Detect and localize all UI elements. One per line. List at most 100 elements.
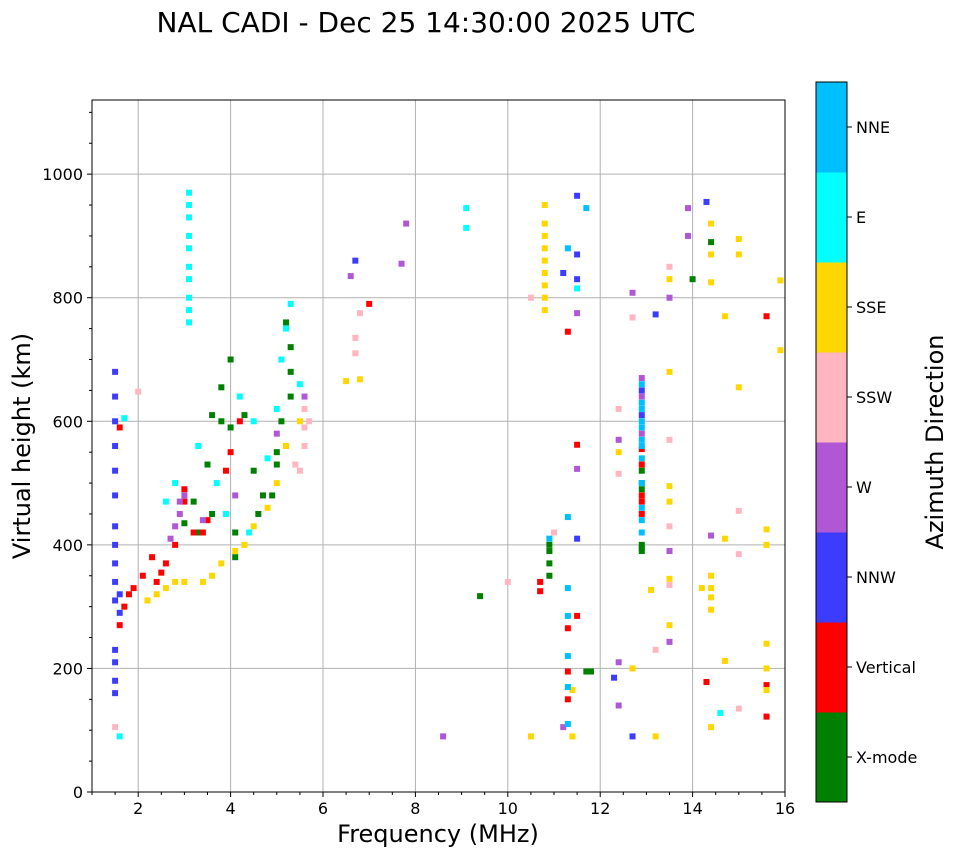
data-point-nne <box>638 480 645 487</box>
data-point-vertical <box>172 541 179 548</box>
data-point-x-mode <box>273 449 280 456</box>
data-point-sse <box>541 294 548 301</box>
data-point-e <box>186 294 193 301</box>
data-point-sse <box>343 378 350 385</box>
data-point-vertical <box>236 418 243 425</box>
data-point-vertical <box>564 696 571 703</box>
data-point-sse <box>721 658 728 665</box>
data-point-nne <box>564 683 571 690</box>
data-point-x-mode <box>283 319 290 326</box>
data-point-sse <box>666 498 673 505</box>
colorbar-segment <box>816 532 847 623</box>
data-point-vertical <box>763 313 770 320</box>
data-point-sse <box>763 526 770 533</box>
data-point-vertical <box>564 328 571 335</box>
data-point-e <box>186 245 193 252</box>
data-point-nne <box>564 653 571 660</box>
data-point-ssw <box>296 467 303 474</box>
data-point-nne <box>638 517 645 524</box>
data-point-nne <box>638 443 645 449</box>
data-point-sse <box>708 606 715 613</box>
data-point-e <box>463 205 470 212</box>
data-point-x-mode <box>546 548 553 555</box>
data-point-nne <box>638 381 645 388</box>
data-point-x-mode <box>232 554 239 561</box>
colorbar-label: Azimuth Direction <box>921 335 949 550</box>
y-axis-label: Virtual height (km) <box>8 333 36 559</box>
data-point-x-mode <box>278 418 285 425</box>
x-axis-label: Frequency (MHz) <box>337 820 539 848</box>
data-point-w <box>666 294 673 301</box>
data-point-x-mode <box>269 492 276 499</box>
data-point-nnw <box>112 597 119 604</box>
data-point-sse <box>666 483 673 490</box>
data-point-vertical <box>638 446 645 453</box>
data-point-vertical <box>199 529 206 536</box>
data-point-nnw <box>574 251 581 258</box>
data-point-nnw <box>574 276 581 283</box>
data-point-nnw <box>638 412 645 419</box>
data-point-x-mode <box>638 467 645 474</box>
data-point-sse <box>241 541 248 548</box>
x-tick-label: 8 <box>410 799 420 818</box>
data-point-x-mode <box>287 393 294 400</box>
data-point-e <box>186 189 193 196</box>
data-point-sse <box>735 236 742 243</box>
data-point-ssw <box>735 551 742 558</box>
data-point-nne <box>564 585 571 592</box>
data-point-sse <box>666 575 673 582</box>
data-point-x-mode <box>708 239 715 246</box>
data-point-nnw <box>112 690 119 697</box>
data-point-x-mode <box>287 368 294 375</box>
chart-title: NAL CADI - Dec 25 14:30:00 2025 UTC <box>156 6 696 39</box>
data-point-w <box>684 205 691 212</box>
y-tick-label: 1000 <box>42 165 83 184</box>
data-point-vertical <box>574 441 581 448</box>
colorbar-tick-label: SSE <box>856 298 886 317</box>
data-point-nne <box>564 721 571 728</box>
data-point-sse <box>209 572 216 579</box>
data-point-x-mode <box>195 529 202 536</box>
data-point-nnw <box>112 646 119 653</box>
data-point-nnw <box>116 609 123 616</box>
x-tick-label: 14 <box>682 799 702 818</box>
data-point-x-mode <box>250 467 257 474</box>
data-point-sse <box>708 594 715 601</box>
data-point-x-mode <box>255 510 262 517</box>
data-point-nnw <box>112 523 119 530</box>
data-point-x-mode <box>587 668 594 675</box>
data-point-e <box>273 405 280 412</box>
data-point-sse <box>735 384 742 391</box>
data-point-ssw <box>306 418 313 425</box>
data-point-x-mode <box>583 668 590 675</box>
data-point-vertical <box>121 603 128 610</box>
data-point-w <box>172 523 179 530</box>
data-point-nne <box>583 205 590 212</box>
y-tick-label: 400 <box>52 536 83 555</box>
data-point-sse <box>250 523 257 530</box>
data-point-nnw <box>112 443 119 449</box>
data-point-x-mode <box>190 498 197 505</box>
data-point-x-mode <box>287 344 294 351</box>
data-point-sse <box>153 591 160 598</box>
data-point-ssw <box>292 461 299 468</box>
colorbar-segment <box>816 352 847 443</box>
data-point-e <box>250 418 257 425</box>
data-point-nnw <box>652 311 659 318</box>
ticks-layer: 2 4 6 8 10 12 14 16 0 200 400 600 800 1000 <box>42 111 795 818</box>
colorbar-segment <box>816 262 847 353</box>
data-point-sse <box>541 307 548 314</box>
data-point-nnw <box>352 257 359 264</box>
x-tick-label: 12 <box>590 799 610 818</box>
data-point-ssw <box>352 334 359 341</box>
data-point-ssw <box>356 310 363 317</box>
data-point-sse <box>541 282 548 289</box>
data-point-nnw <box>116 591 123 598</box>
colorbar-segment <box>816 712 847 803</box>
data-point-ssw <box>527 294 534 301</box>
data-point-e <box>264 455 271 462</box>
data-point-x-mode <box>227 356 234 363</box>
x-tick-label: 6 <box>318 799 328 818</box>
data-point-sse <box>296 418 303 425</box>
x-tick-label: 4 <box>226 799 236 818</box>
